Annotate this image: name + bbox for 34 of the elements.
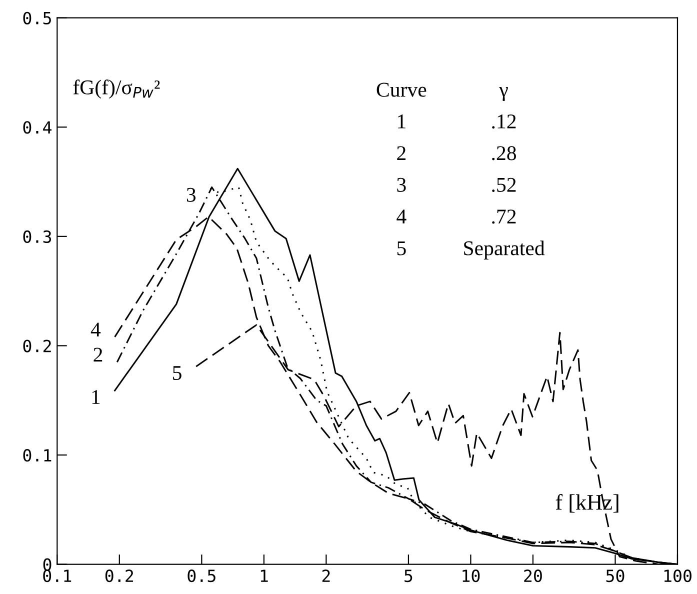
y-tick-label: 0.1: [23, 449, 52, 462]
series-label: 5: [173, 366, 182, 380]
x-tick-label: 1: [260, 570, 268, 582]
x-tick-label: 5: [404, 570, 412, 582]
annotation: .12: [492, 114, 516, 129]
x-tick-label: 2: [322, 570, 330, 582]
annotation: .72: [492, 210, 516, 224]
series-label: 3: [186, 188, 196, 202]
annotation: 1: [398, 114, 406, 128]
annotation: Separated: [464, 240, 545, 260]
x-tick-label: 10: [462, 570, 480, 582]
x-tick-label: 50: [606, 570, 624, 582]
y-axis-title: fG(f)/σ$_{Pw}$²: [73, 80, 160, 99]
annotation: .28: [492, 146, 516, 160]
series-label: 2: [94, 348, 102, 362]
x-tick-label: 0.1: [43, 570, 72, 582]
y-tick-label: 0.5: [23, 12, 51, 24]
x-axis-title: f [kHz]: [556, 494, 618, 513]
series-label: 1: [92, 390, 100, 404]
annotation: 3: [397, 178, 406, 192]
x-tick-label: 20: [524, 570, 542, 582]
y-tick-label: 0.4: [23, 121, 52, 134]
y-tick-label: 0.2: [23, 340, 51, 352]
annotation: γ: [499, 87, 508, 102]
annotation: .52: [492, 178, 516, 192]
x-tick-label: 0.5: [188, 570, 216, 582]
annotation: 4: [396, 210, 406, 224]
x-tick-label: 100: [664, 570, 692, 582]
annotation: Curve: [376, 82, 426, 97]
y-tick-label: 0.3: [23, 230, 52, 244]
annotation: 5: [397, 241, 406, 256]
series-label: 4: [90, 322, 101, 336]
annotation: 2: [397, 146, 406, 160]
x-tick-label: 0.2: [105, 570, 134, 582]
